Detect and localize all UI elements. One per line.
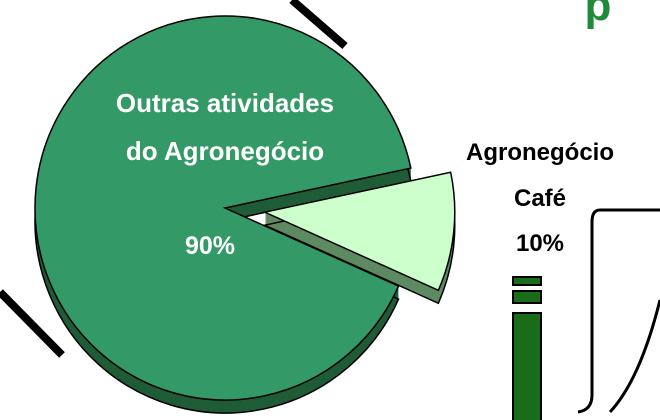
decor-bar [512,276,542,286]
slice [262,171,456,292]
value-label: 10% [516,230,564,257]
chart-title: p [585,0,612,30]
pie [34,15,456,414]
decor-bar [512,290,542,304]
labels: Outras atividades do Agronegócio 90% Agrone… [116,88,614,260]
slice [34,15,412,401]
slice-label: do Agronegócio [126,136,324,166]
slice-label: Café [514,185,566,212]
decor-line [289,0,348,50]
decor-bars [512,276,542,420]
slice-label: Outras atividades [116,88,334,118]
decor-line [0,289,65,358]
decor-callout [577,208,660,414]
value-label: 90% [185,232,235,260]
decor-bar [512,312,542,420]
slice-label: Agronegócio [466,139,614,166]
